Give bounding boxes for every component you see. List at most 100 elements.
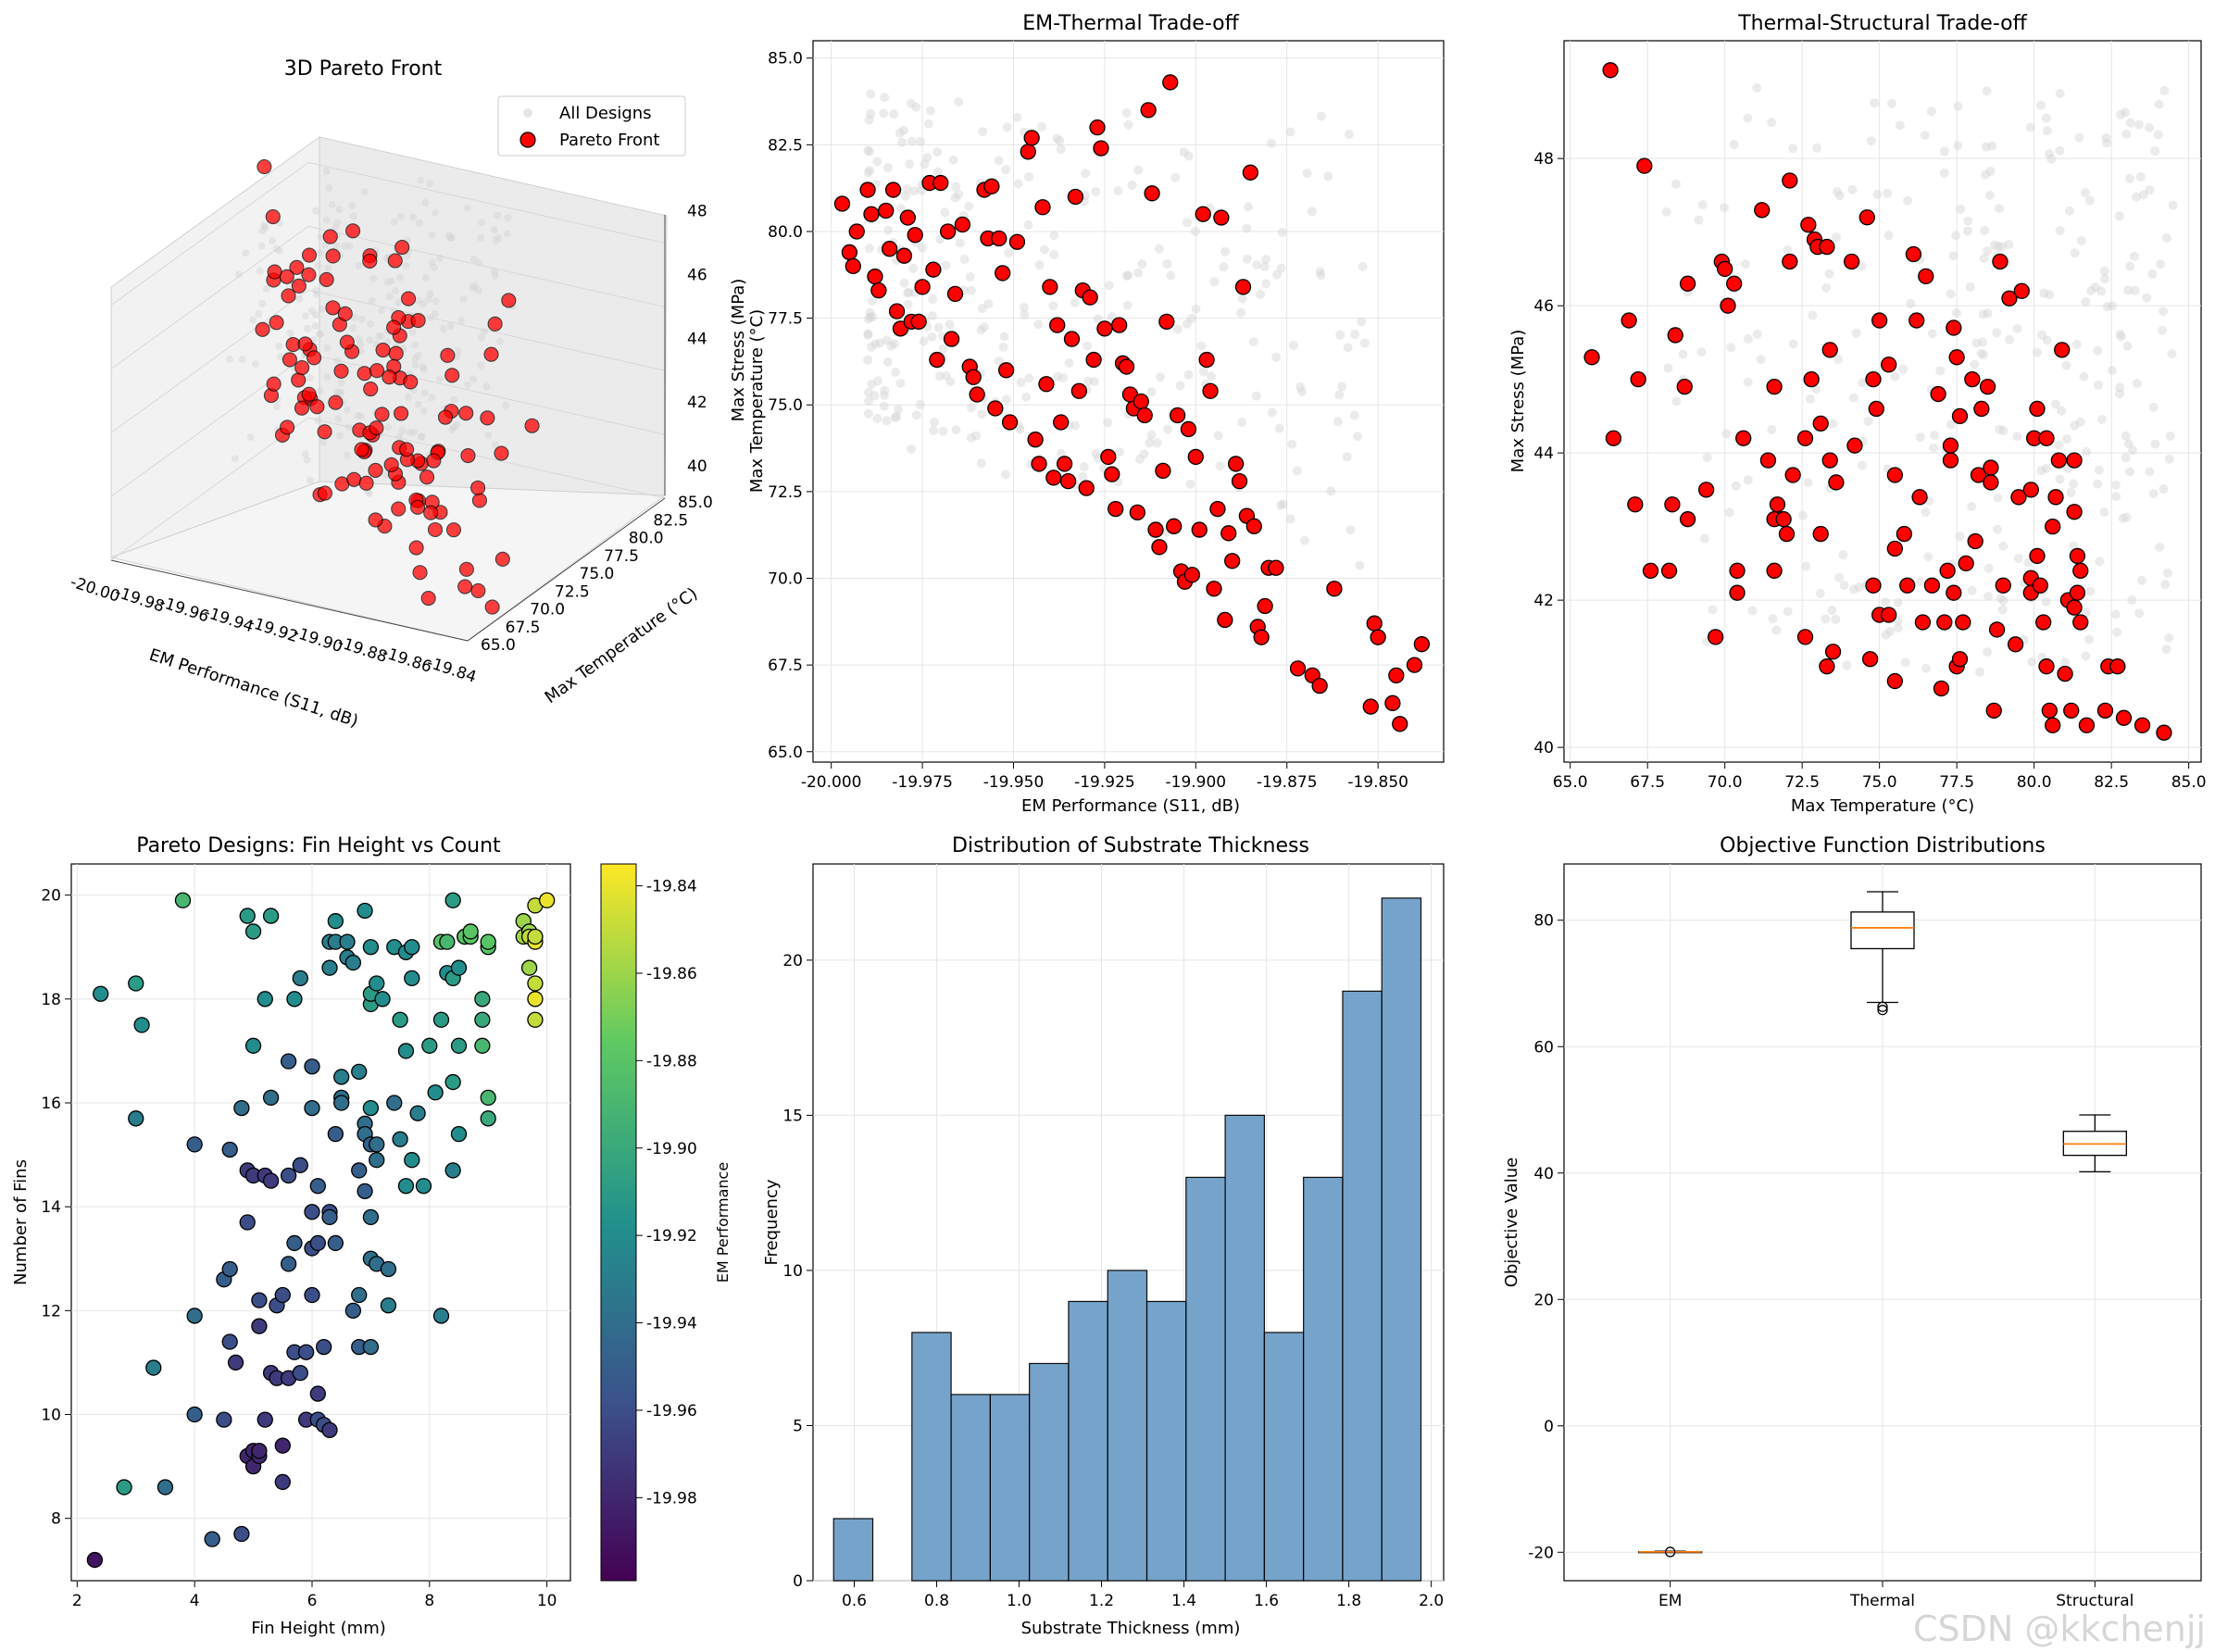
3d-pareto-point — [374, 407, 390, 422]
thermal-structural-pareto-points — [1583, 62, 2172, 741]
ytick-label: 14 — [41, 1198, 61, 1217]
all-design-point — [1081, 169, 1091, 179]
pareto-point — [1008, 233, 1026, 250]
ytick-label: 16 — [41, 1095, 61, 1113]
pareto-point — [1049, 317, 1066, 333]
pareto-point — [899, 209, 916, 226]
all-design-point — [868, 312, 878, 322]
all-design-point — [2129, 251, 2139, 261]
all-design-point — [1720, 203, 1730, 213]
fin-design-point — [116, 1479, 132, 1496]
all-design-point — [2060, 657, 2071, 668]
all-design-point — [915, 399, 925, 409]
all-design-point — [2071, 339, 2082, 349]
3d-all-design-point — [444, 232, 453, 240]
all-design-point — [1134, 454, 1145, 464]
3d-all-design-point — [365, 490, 373, 498]
all-design-point — [2050, 399, 2060, 409]
all-design-point — [1198, 367, 1208, 377]
pareto-point — [965, 369, 982, 385]
all-design-point — [1906, 298, 1916, 308]
xtick-label: 77.5 — [1939, 773, 1974, 792]
3d-all-design-point — [421, 273, 430, 282]
all-design-point — [1357, 317, 1367, 327]
all-design-point — [2132, 192, 2142, 202]
pareto-point — [1027, 432, 1044, 448]
3d-ytick-label: 82.5 — [653, 511, 688, 530]
fin-design-point — [321, 1421, 338, 1438]
3d-all-design-point — [357, 412, 365, 420]
pareto-point — [1140, 102, 1157, 119]
fin-design-point — [204, 1531, 220, 1547]
pareto-point — [2007, 636, 2024, 653]
all-design-point — [955, 238, 965, 248]
all-design-point — [1992, 524, 2002, 534]
all-design-point — [1893, 597, 1903, 607]
all-design-point — [2061, 360, 2071, 370]
3d-all-design-point — [402, 261, 410, 269]
hist-xlabel: Substrate Thickness (mm) — [1021, 1619, 1241, 1638]
all-design-point — [1271, 352, 1282, 362]
all-design-point — [865, 312, 875, 322]
3d-ytick-label: 85.0 — [678, 494, 713, 512]
fin-design-point — [527, 991, 544, 1007]
pareto-point — [1946, 584, 1962, 601]
all-design-point — [1323, 171, 1333, 181]
3d-pareto-point — [368, 462, 383, 478]
all-design-point — [1121, 107, 1132, 118]
3d-all-design-point — [318, 305, 326, 313]
all-design-point — [2093, 345, 2103, 356]
all-design-point — [2042, 335, 2052, 345]
pareto-point — [1023, 130, 1040, 146]
3d-pareto-point — [420, 590, 436, 607]
3d-all-design-point — [457, 317, 466, 325]
fin-design-point — [244, 923, 262, 940]
pareto-point — [1630, 371, 1646, 388]
all-design-point — [867, 380, 877, 390]
xtick-label: -19.950 — [983, 773, 1045, 792]
all-design-point — [1831, 614, 1841, 624]
3d-pareto-point — [440, 347, 456, 363]
all-design-point — [1251, 391, 1261, 401]
fin-design-point — [309, 1178, 326, 1195]
all-design-point — [2084, 195, 2095, 206]
3d-pareto-point — [291, 278, 307, 294]
ytick-label: -20 — [1528, 1544, 1554, 1562]
3d-all-design-point — [396, 212, 405, 220]
all-design-point — [2081, 296, 2091, 307]
3d-all-design-point — [446, 322, 455, 331]
3d-pareto-point — [337, 306, 353, 321]
3d-all-design-point — [470, 282, 479, 290]
3d-all-design-point — [454, 347, 462, 356]
all-design-point — [872, 413, 882, 423]
thermal-structural-plot-area — [1563, 40, 2202, 763]
all-design-point — [1951, 231, 1961, 241]
em-thermal-yticks: 65.0 67.5 70.0 72.5 75.0 77.5 80.0 82.5 85.0 — [768, 50, 813, 762]
all-design-point — [882, 416, 892, 426]
all-design-point — [864, 244, 874, 254]
pareto-point — [1843, 253, 1860, 270]
pareto-point — [914, 279, 931, 295]
ytick-label: 44 — [1533, 444, 1554, 463]
3d-all-design-point — [257, 242, 266, 250]
xtick-label: 4 — [190, 1592, 200, 1610]
all-design-point — [1052, 133, 1062, 144]
3d-pareto-point — [354, 442, 369, 457]
all-design-point — [903, 299, 913, 309]
all-design-point — [863, 314, 873, 324]
all-design-point — [2037, 330, 2047, 340]
all-design-point — [1355, 560, 1365, 570]
all-design-point — [2135, 171, 2146, 181]
all-design-point — [1951, 308, 1961, 319]
pareto-point — [1034, 199, 1051, 216]
all-design-point — [2005, 334, 2015, 344]
fin-design-point — [480, 1089, 496, 1107]
ytick-label: 75.0 — [768, 396, 803, 415]
fin-design-point — [233, 1525, 250, 1543]
all-design-point — [1975, 667, 1985, 677]
all-design-point — [1983, 591, 1994, 601]
thermal-structural-ylabel: Max Stress (MPa) — [1508, 330, 1528, 473]
all-design-point — [1983, 563, 1994, 573]
all-design-point — [1170, 172, 1181, 182]
all-design-point — [1146, 387, 1157, 397]
